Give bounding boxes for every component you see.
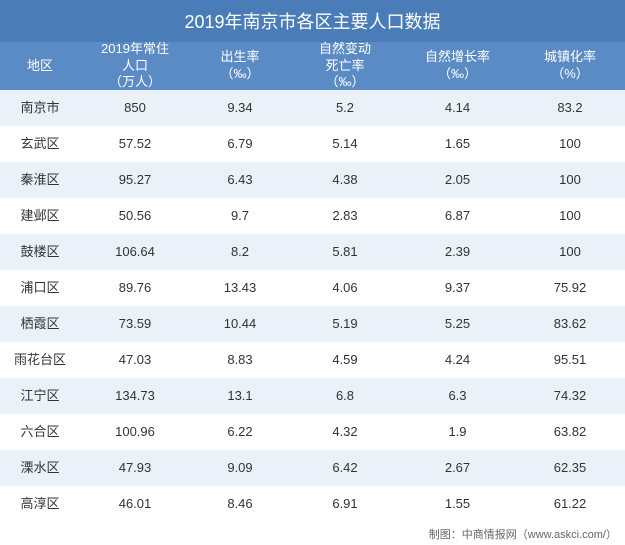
cell-region: 建邺区 xyxy=(0,198,80,234)
cell-urban-rate: 100 xyxy=(515,234,625,270)
cell-population: 106.64 xyxy=(80,234,190,270)
cell-urban-rate: 100 xyxy=(515,126,625,162)
data-rows-container: 南京市8509.345.24.1483.2玄武区57.526.795.141.6… xyxy=(0,90,625,522)
cell-region: 江宁区 xyxy=(0,378,80,414)
cell-birth-rate: 9.09 xyxy=(190,450,290,486)
col-header-birth-rate: 出生率（‰） xyxy=(190,42,290,90)
cell-death-rate: 5.2 xyxy=(290,90,400,126)
cell-population: 57.52 xyxy=(80,126,190,162)
cell-region: 鼓楼区 xyxy=(0,234,80,270)
table-row: 鼓楼区106.648.25.812.39100 xyxy=(0,234,625,270)
table-row: 南京市8509.345.24.1483.2 xyxy=(0,90,625,126)
cell-birth-rate: 6.79 xyxy=(190,126,290,162)
cell-birth-rate: 9.34 xyxy=(190,90,290,126)
population-table: 2019年南京市各区主要人口数据 地区 2019年常住人口（万人） 出生率（‰）… xyxy=(0,0,625,545)
cell-death-rate: 6.8 xyxy=(290,378,400,414)
cell-birth-rate: 10.44 xyxy=(190,306,290,342)
cell-region: 秦淮区 xyxy=(0,162,80,198)
cell-region: 六合区 xyxy=(0,414,80,450)
cell-region: 南京市 xyxy=(0,90,80,126)
cell-population: 95.27 xyxy=(80,162,190,198)
cell-urban-rate: 62.35 xyxy=(515,450,625,486)
cell-birth-rate: 6.43 xyxy=(190,162,290,198)
cell-urban-rate: 95.51 xyxy=(515,342,625,378)
col-header-urban-rate: 城镇化率（%） xyxy=(515,42,625,90)
cell-population: 73.59 xyxy=(80,306,190,342)
table-row: 建邺区50.569.72.836.87100 xyxy=(0,198,625,234)
cell-urban-rate: 61.22 xyxy=(515,486,625,522)
cell-growth-rate: 4.24 xyxy=(400,342,515,378)
table-footer: 制图：中商情报网（www.askci.com/） xyxy=(0,522,625,545)
table-row: 溧水区47.939.096.422.6762.35 xyxy=(0,450,625,486)
table-row: 雨花台区47.038.834.594.2495.51 xyxy=(0,342,625,378)
cell-birth-rate: 13.1 xyxy=(190,378,290,414)
cell-population: 850 xyxy=(80,90,190,126)
cell-growth-rate: 9.37 xyxy=(400,270,515,306)
cell-growth-rate: 4.14 xyxy=(400,90,515,126)
cell-growth-rate: 5.25 xyxy=(400,306,515,342)
cell-death-rate: 6.91 xyxy=(290,486,400,522)
cell-population: 100.96 xyxy=(80,414,190,450)
cell-death-rate: 2.83 xyxy=(290,198,400,234)
cell-urban-rate: 63.82 xyxy=(515,414,625,450)
cell-birth-rate: 8.83 xyxy=(190,342,290,378)
cell-death-rate: 5.14 xyxy=(290,126,400,162)
cell-birth-rate: 8.46 xyxy=(190,486,290,522)
col-header-region: 地区 xyxy=(0,42,80,90)
cell-growth-rate: 1.9 xyxy=(400,414,515,450)
cell-population: 89.76 xyxy=(80,270,190,306)
table-title-row: 2019年南京市各区主要人口数据 xyxy=(0,0,625,42)
cell-region: 栖霞区 xyxy=(0,306,80,342)
cell-death-rate: 5.81 xyxy=(290,234,400,270)
cell-death-rate: 4.59 xyxy=(290,342,400,378)
cell-birth-rate: 8.2 xyxy=(190,234,290,270)
cell-birth-rate: 13.43 xyxy=(190,270,290,306)
cell-growth-rate: 6.87 xyxy=(400,198,515,234)
table-row: 栖霞区73.5910.445.195.2583.62 xyxy=(0,306,625,342)
cell-death-rate: 6.42 xyxy=(290,450,400,486)
cell-urban-rate: 100 xyxy=(515,162,625,198)
table-row: 六合区100.966.224.321.963.82 xyxy=(0,414,625,450)
cell-region: 浦口区 xyxy=(0,270,80,306)
table-row: 秦淮区95.276.434.382.05100 xyxy=(0,162,625,198)
cell-birth-rate: 6.22 xyxy=(190,414,290,450)
cell-growth-rate: 1.65 xyxy=(400,126,515,162)
cell-urban-rate: 83.2 xyxy=(515,90,625,126)
column-header-row: 地区 2019年常住人口（万人） 出生率（‰） 自然变动死亡率（‰） 自然增长率… xyxy=(0,42,625,90)
cell-death-rate: 4.06 xyxy=(290,270,400,306)
cell-population: 46.01 xyxy=(80,486,190,522)
cell-population: 47.93 xyxy=(80,450,190,486)
cell-population: 47.03 xyxy=(80,342,190,378)
cell-growth-rate: 2.05 xyxy=(400,162,515,198)
col-header-growth-rate: 自然增长率（‰） xyxy=(400,42,515,90)
cell-region: 溧水区 xyxy=(0,450,80,486)
cell-growth-rate: 2.39 xyxy=(400,234,515,270)
cell-region: 高淳区 xyxy=(0,486,80,522)
cell-urban-rate: 100 xyxy=(515,198,625,234)
cell-birth-rate: 9.7 xyxy=(190,198,290,234)
cell-death-rate: 5.19 xyxy=(290,306,400,342)
cell-growth-rate: 2.67 xyxy=(400,450,515,486)
cell-death-rate: 4.32 xyxy=(290,414,400,450)
table-row: 高淳区46.018.466.911.5561.22 xyxy=(0,486,625,522)
cell-growth-rate: 1.55 xyxy=(400,486,515,522)
table-row: 浦口区89.7613.434.069.3775.92 xyxy=(0,270,625,306)
cell-population: 50.56 xyxy=(80,198,190,234)
table-row: 江宁区134.7313.16.86.374.32 xyxy=(0,378,625,414)
table-row: 玄武区57.526.795.141.65100 xyxy=(0,126,625,162)
cell-region: 玄武区 xyxy=(0,126,80,162)
cell-growth-rate: 6.3 xyxy=(400,378,515,414)
cell-urban-rate: 75.92 xyxy=(515,270,625,306)
col-header-population: 2019年常住人口（万人） xyxy=(80,42,190,90)
table-title: 2019年南京市各区主要人口数据 xyxy=(184,8,440,34)
cell-population: 134.73 xyxy=(80,378,190,414)
footer-text: 制图：中商情报网（www.askci.com/） xyxy=(429,526,617,542)
col-header-death-rate: 自然变动死亡率（‰） xyxy=(290,42,400,90)
cell-death-rate: 4.38 xyxy=(290,162,400,198)
cell-region: 雨花台区 xyxy=(0,342,80,378)
cell-urban-rate: 74.32 xyxy=(515,378,625,414)
cell-urban-rate: 83.62 xyxy=(515,306,625,342)
